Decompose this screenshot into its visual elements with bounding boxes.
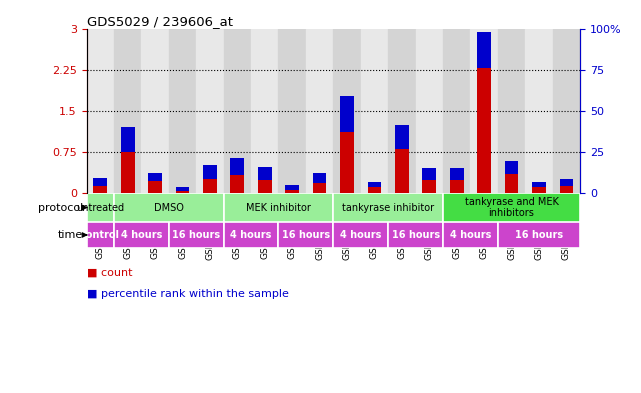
Text: 16 hours: 16 hours (172, 230, 221, 240)
Bar (313, 173, 326, 183)
Bar (340, 96, 354, 132)
Text: 16 hours: 16 hours (392, 230, 440, 240)
Text: DMSO: DMSO (154, 202, 184, 213)
Bar (478, 68, 491, 193)
Bar (450, 168, 463, 180)
Bar (231, 175, 244, 193)
Text: protocol: protocol (38, 202, 83, 213)
Bar (114, 29, 142, 193)
Bar (224, 29, 251, 193)
Bar (443, 29, 470, 193)
Bar (313, 183, 326, 193)
Text: tankyrase inhibitor: tankyrase inhibitor (342, 202, 434, 213)
Bar (553, 29, 580, 193)
Text: tankyrase and MEK
inhibitors: tankyrase and MEK inhibitors (465, 197, 558, 219)
Bar (94, 186, 107, 193)
Bar (169, 29, 196, 193)
Bar (560, 179, 573, 185)
Bar (121, 152, 135, 193)
Bar (450, 180, 463, 193)
Bar (367, 182, 381, 187)
Bar (203, 165, 217, 178)
Bar (560, 185, 573, 193)
Bar (422, 180, 436, 193)
Bar (148, 173, 162, 181)
Bar (504, 174, 519, 193)
Bar (333, 193, 443, 222)
Bar (121, 127, 135, 152)
Bar (415, 29, 443, 193)
Text: 4 hours: 4 hours (450, 230, 491, 240)
Bar (532, 182, 546, 187)
Bar (196, 29, 224, 193)
Bar (498, 29, 525, 193)
Bar (278, 222, 333, 248)
Text: 16 hours: 16 hours (282, 230, 330, 240)
Bar (395, 125, 409, 149)
Bar (361, 29, 388, 193)
Bar (504, 161, 519, 174)
Text: GDS5029 / 239606_at: GDS5029 / 239606_at (87, 15, 233, 28)
Bar (422, 168, 436, 180)
Text: untreated: untreated (76, 202, 124, 213)
Bar (114, 193, 224, 222)
Bar (258, 180, 272, 193)
Bar (224, 222, 278, 248)
Bar (203, 178, 217, 193)
Bar (478, 32, 491, 68)
Text: MEK inhibitor: MEK inhibitor (246, 202, 311, 213)
Bar (251, 29, 278, 193)
Bar (333, 29, 361, 193)
Text: time: time (58, 230, 83, 240)
Bar (176, 187, 189, 191)
Bar (142, 29, 169, 193)
Bar (333, 222, 388, 248)
Bar (258, 167, 272, 180)
Text: 16 hours: 16 hours (515, 230, 563, 240)
Bar (388, 222, 443, 248)
Bar (87, 29, 114, 193)
Text: 4 hours: 4 hours (340, 230, 381, 240)
Text: ■ count: ■ count (87, 267, 132, 277)
Bar (443, 193, 580, 222)
Bar (87, 193, 114, 222)
Bar (176, 191, 189, 193)
Text: ■ percentile rank within the sample: ■ percentile rank within the sample (87, 289, 288, 299)
Bar (395, 149, 409, 193)
Bar (306, 29, 333, 193)
Text: 4 hours: 4 hours (121, 230, 162, 240)
Bar (148, 181, 162, 193)
Bar (285, 185, 299, 190)
Text: 4 hours: 4 hours (230, 230, 272, 240)
Bar (443, 222, 498, 248)
Bar (532, 187, 546, 193)
Bar (114, 222, 169, 248)
Bar (525, 29, 553, 193)
Bar (498, 222, 580, 248)
Bar (224, 193, 333, 222)
Bar (388, 29, 415, 193)
Bar (231, 158, 244, 175)
Bar (340, 132, 354, 193)
Bar (169, 222, 224, 248)
Text: control: control (81, 230, 120, 240)
Bar (470, 29, 498, 193)
Bar (94, 178, 107, 186)
Bar (367, 187, 381, 193)
Bar (87, 222, 114, 248)
Bar (285, 190, 299, 193)
Bar (278, 29, 306, 193)
